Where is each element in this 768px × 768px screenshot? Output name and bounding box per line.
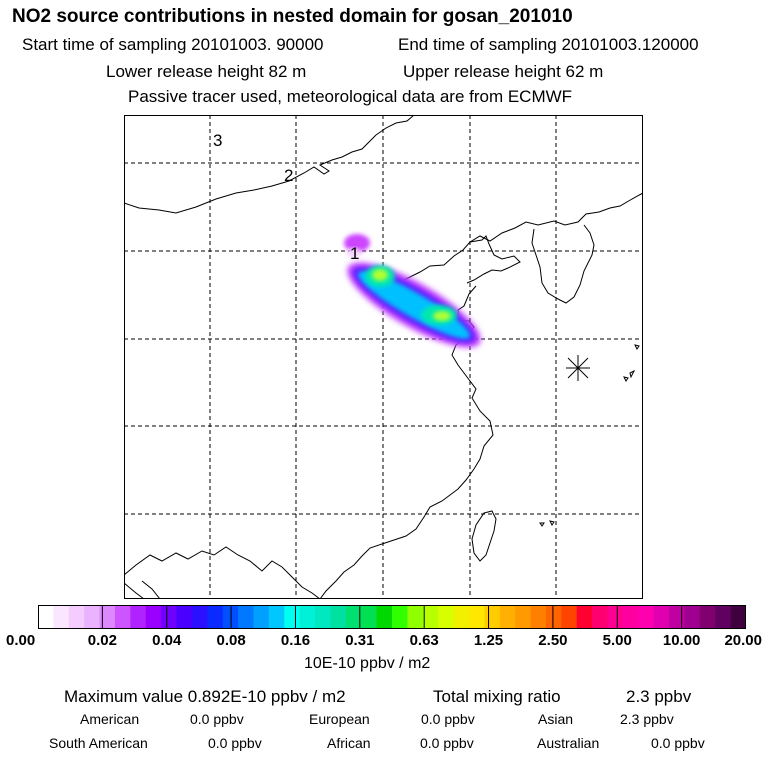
colorbar-cell [53, 605, 70, 629]
colorbar-cell [653, 605, 670, 629]
colorbar-cell [392, 605, 408, 629]
tracer-note: Passive tracer used, meteorological data… [128, 87, 573, 106]
colorbar-cell [684, 605, 701, 629]
colorbar-tick-label: 0.00 [6, 632, 36, 649]
end-time: End time of sampling 20101003.120000 [398, 35, 699, 54]
colorbar-cell [238, 605, 254, 629]
domain-label-2: 2 [284, 166, 293, 185]
domain-label-3: 3 [213, 131, 222, 150]
colorbar-cell [438, 605, 455, 629]
total-mixing-value: 2.3 ppbv [626, 687, 692, 706]
region-name: European [309, 711, 370, 727]
colorbar-cell [422, 605, 439, 629]
colorbar-tick-label: 0.63 [409, 632, 439, 649]
region-name: Asian [538, 711, 574, 727]
no2-plume [344, 234, 481, 348]
region-name: Australian [537, 735, 600, 751]
region-value: 0.0 ppbv [420, 735, 474, 751]
colorbar-cell [299, 605, 316, 629]
lat-lon-grid [124, 115, 643, 599]
colorbar-tick-label: 0.08 [216, 632, 246, 649]
colorbar-cell [284, 605, 301, 629]
colorbar-cell [669, 605, 685, 629]
colorbar-cell [191, 605, 208, 629]
colorbar-cell [268, 605, 285, 629]
colorbar-cell [622, 605, 639, 629]
colorbar [38, 605, 746, 629]
colorbar-tick-label: 0.04 [152, 632, 182, 649]
colorbar-cell [638, 605, 655, 629]
colorbar-cell [468, 605, 485, 629]
colorbar-tick-label: 20.00 [724, 632, 762, 649]
colorbar-cell [530, 605, 547, 629]
colorbar-cell [699, 605, 716, 629]
colorbar-cell [484, 605, 501, 629]
colorbar-cell [561, 605, 578, 629]
colorbar-cell [161, 605, 178, 629]
maximum-value: Maximum value 0.892E-10 ppbv / m2 [64, 687, 346, 706]
colorbar-tick-label: 0.31 [345, 632, 375, 649]
colorbar-cell [114, 605, 131, 629]
region-value: 0.0 ppbv [421, 711, 475, 727]
colorbar-tick-label: 2.50 [538, 632, 568, 649]
colorbar-tick-label: 1.25 [473, 632, 504, 649]
colorbar-cell [207, 605, 224, 629]
colorbar-cell [99, 605, 116, 629]
colorbar-tick-label: 0.02 [87, 632, 117, 649]
colorbar-cell [145, 605, 162, 629]
colorbar-cell [84, 605, 101, 629]
upper-release-height: Upper release height 62 m [403, 62, 604, 81]
colorbar-tick-label: 5.00 [602, 632, 632, 649]
region-value: 0.0 ppbv [208, 735, 262, 751]
colorbar-cell [730, 605, 746, 629]
region-value: 0.0 ppbv [190, 711, 244, 727]
colorbar-cell [576, 605, 593, 629]
colorbar-cell [361, 605, 378, 629]
colorbar-cell [499, 605, 516, 629]
colorbar-tick-label: 0.16 [280, 632, 311, 649]
colorbar-cell [68, 605, 85, 629]
start-time: Start time of sampling 20101003. 90000 [22, 35, 324, 54]
colorbar-cell [715, 605, 732, 629]
region-name: American [80, 711, 140, 727]
colorbar-cell [376, 605, 393, 629]
region-name: African [327, 735, 371, 751]
star-burst-icon [566, 355, 590, 381]
colorbar-cell [345, 605, 362, 629]
colorbar-cell [515, 605, 532, 629]
plot-title: NO2 source contributions in nested domai… [12, 6, 573, 27]
domain-label-1: 1 [350, 244, 359, 263]
colorbar-cell [592, 605, 608, 629]
colorbar-cell [38, 605, 54, 629]
region-name: South American [49, 735, 148, 751]
map-panel: 3 2 1 [124, 115, 643, 599]
colorbar-cell [453, 605, 470, 629]
lower-release-height: Lower release height 82 m [106, 62, 307, 81]
colorbar-cell [176, 605, 193, 629]
region-value: 0.0 ppbv [651, 735, 705, 751]
region-value: 2.3 ppbv [620, 711, 674, 727]
colorbar-cell [407, 605, 424, 629]
colorbar-unit: 10E-10 ppbv / m2 [304, 655, 431, 672]
colorbar-cell [330, 605, 347, 629]
colorbar-cell [315, 605, 331, 629]
colorbar-cell [130, 605, 147, 629]
map-frame [124, 115, 643, 599]
colorbar-cell [253, 605, 270, 629]
total-mixing-label: Total mixing ratio [433, 687, 561, 706]
colorbar-cell [607, 605, 624, 629]
colorbar-cell [545, 605, 562, 629]
colorbar-tick-label: 10.00 [662, 632, 701, 649]
